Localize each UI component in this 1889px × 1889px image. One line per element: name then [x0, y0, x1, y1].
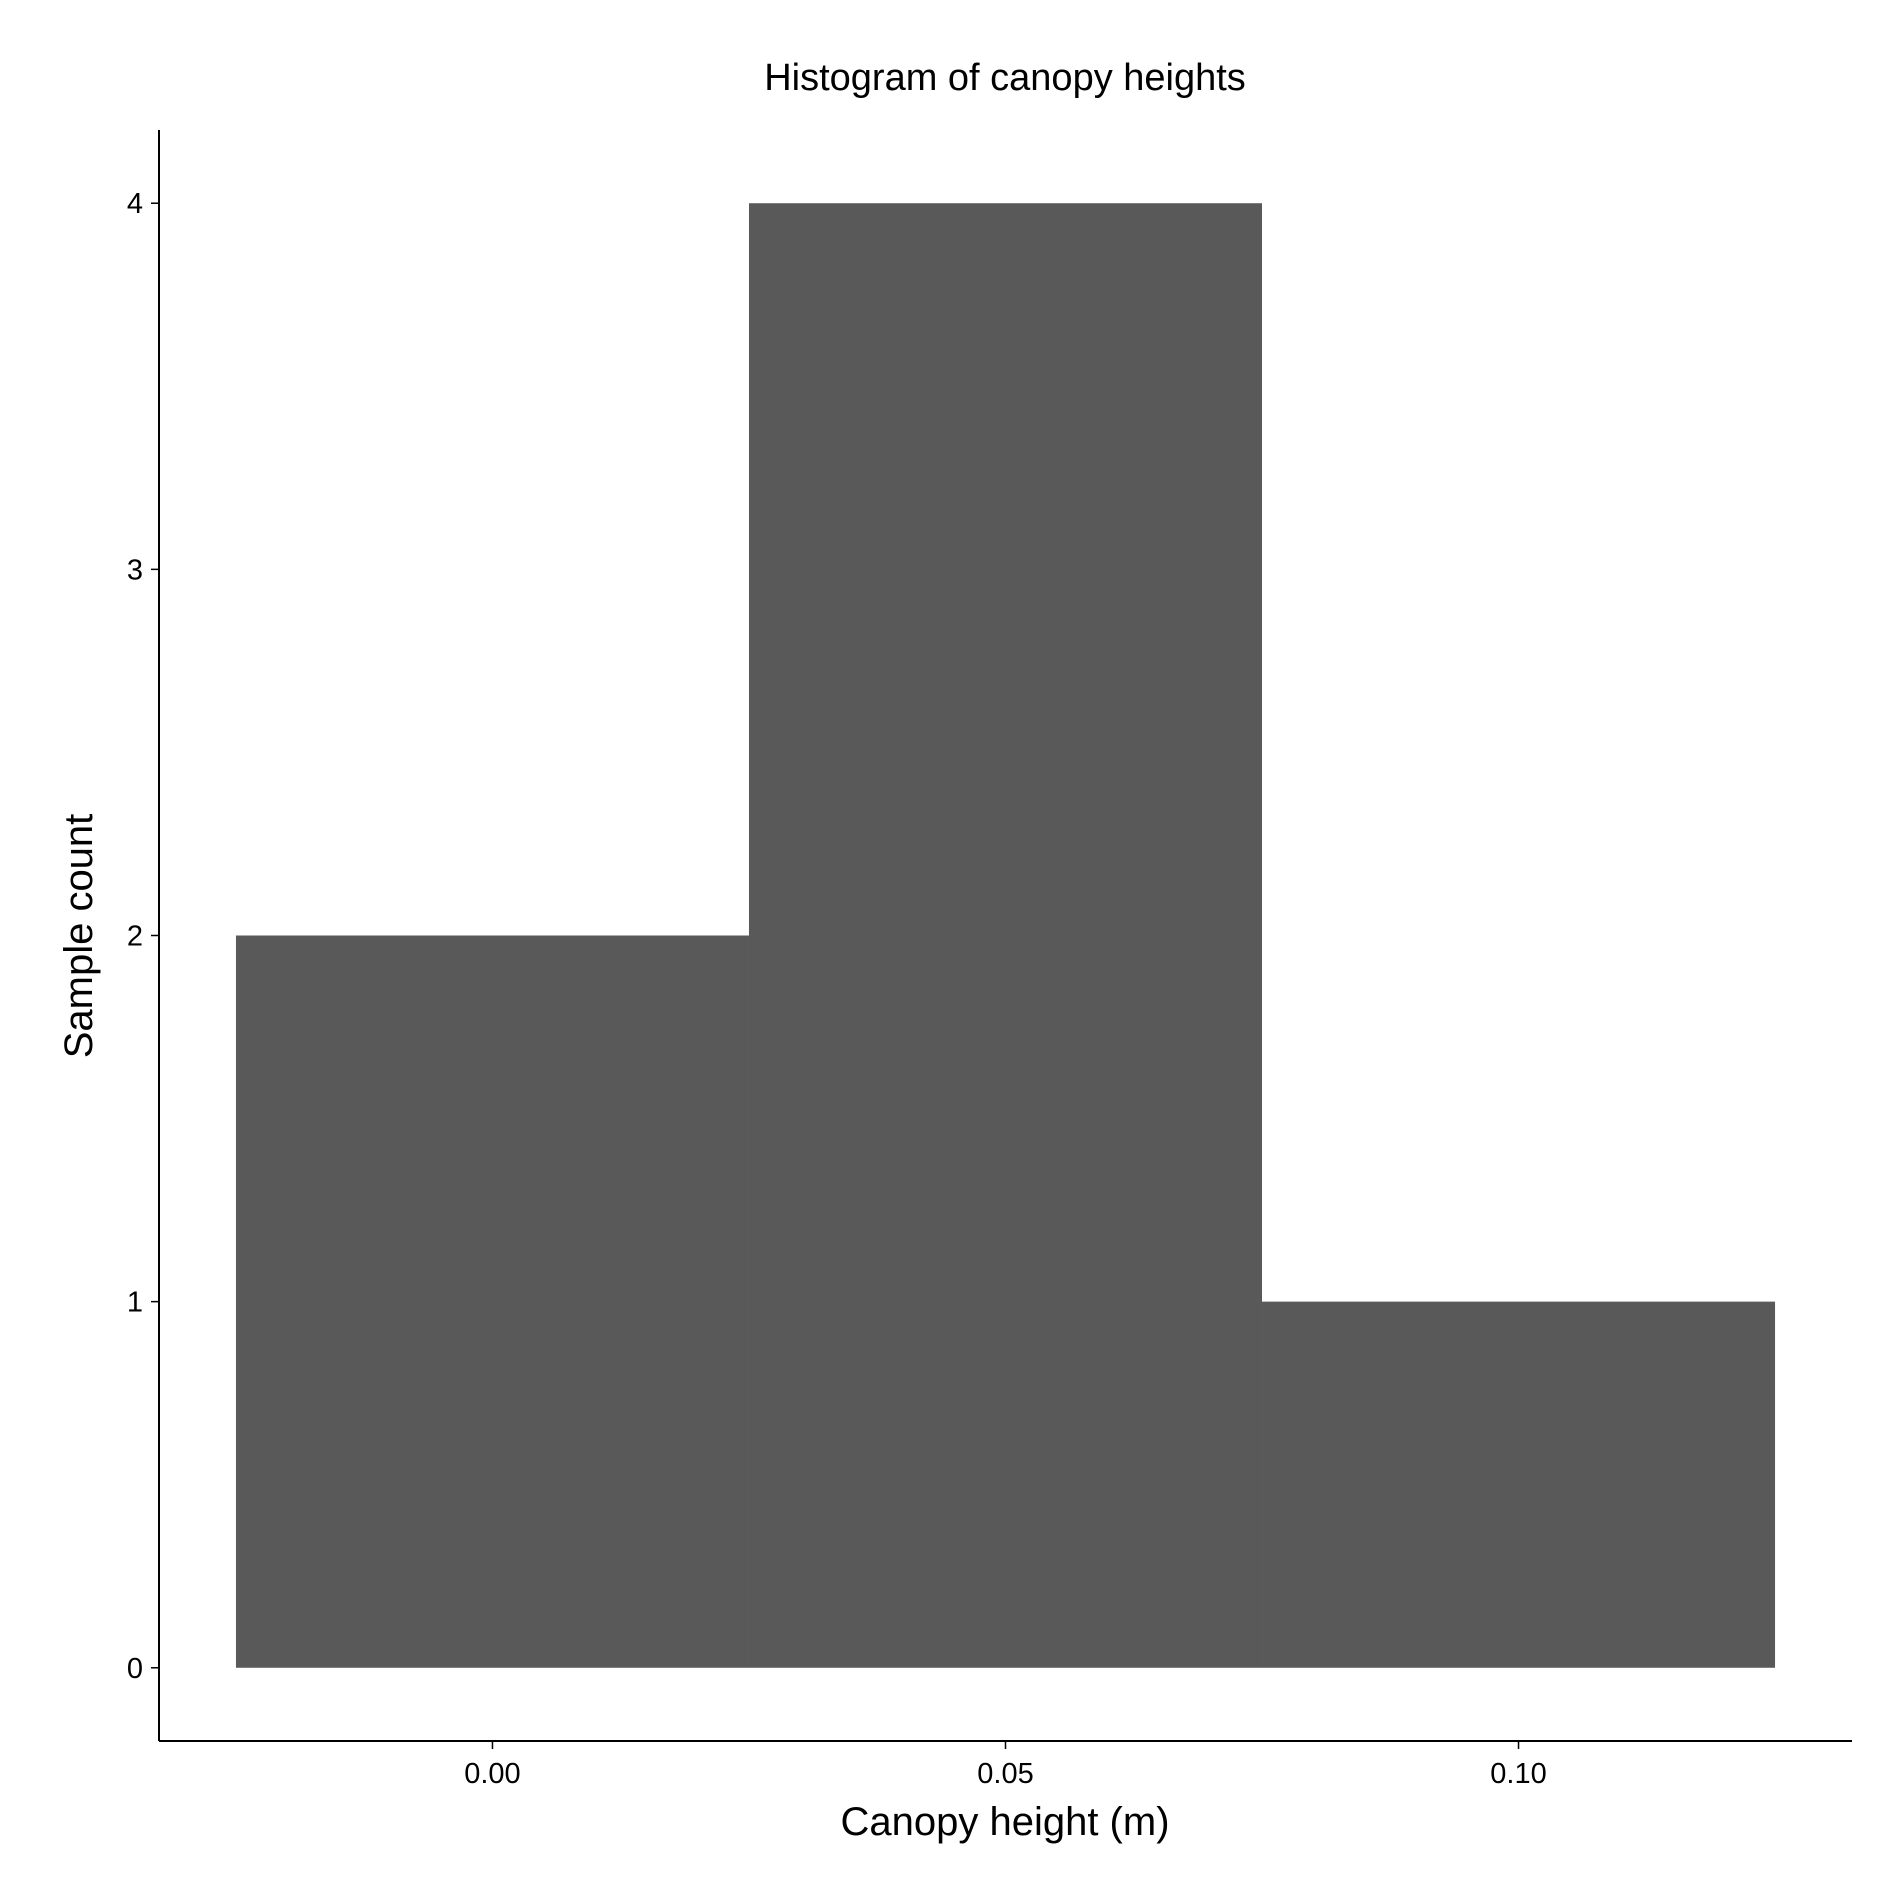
- y-tick-label: 2: [127, 921, 143, 953]
- histogram-bar-2: [748, 203, 1263, 1668]
- y-tick-label: 1: [127, 1287, 143, 1319]
- x-tick-label: 0.10: [1490, 1758, 1546, 1790]
- y-tick-label: 4: [127, 188, 143, 220]
- histogram-bar-1: [235, 935, 749, 1668]
- y-tick-label: 0: [127, 1653, 143, 1685]
- chart-title: Histogram of canopy heights: [764, 57, 1246, 99]
- x-axis-title: Canopy height (m): [840, 1800, 1169, 1844]
- x-axis-ticks: 0.00 0.05 0.10: [464, 1741, 1547, 1790]
- y-axis-ticks: 0 1 2 3 4: [127, 188, 159, 1685]
- x-tick-label: 0.00: [464, 1758, 520, 1790]
- y-tick-label: 3: [127, 554, 143, 586]
- histogram-bar-3: [1262, 1301, 1776, 1668]
- bars-group: [235, 203, 1776, 1668]
- y-axis-title: Sample count: [57, 814, 101, 1059]
- x-tick-label: 0.05: [977, 1758, 1033, 1790]
